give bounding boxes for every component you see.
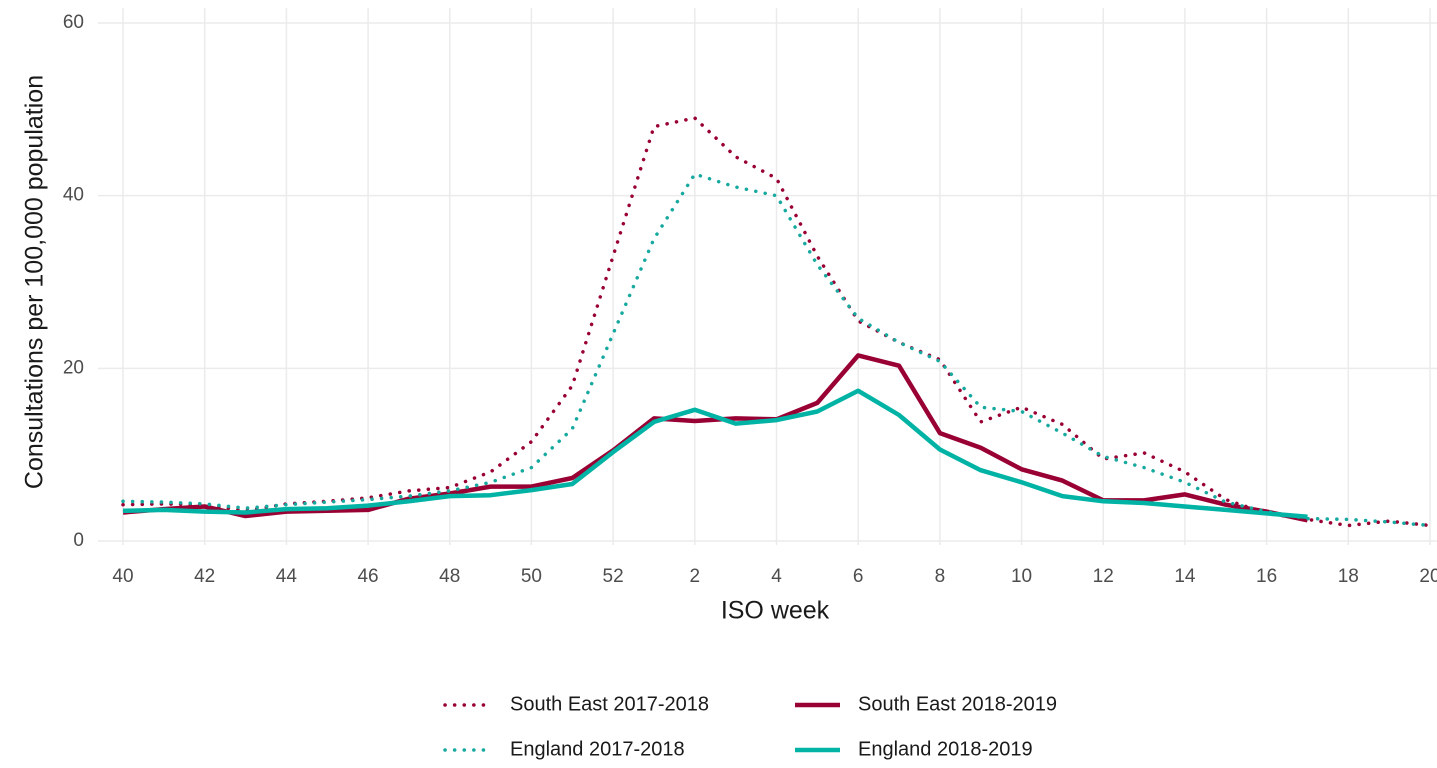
series-line — [122, 353, 1308, 523]
x-tick-label: 2 — [690, 566, 701, 587]
x-tick-label: 44 — [276, 566, 298, 587]
legend-label: South East 2018-2019 — [858, 693, 1057, 715]
x-axis-title: ISO week — [721, 597, 830, 625]
x-tick-label: 10 — [1011, 566, 1032, 587]
x-tick-label: 50 — [521, 566, 542, 587]
x-tick-label: 14 — [1174, 566, 1196, 587]
series-line — [121, 116, 1432, 528]
legend-label: South East 2017-2018 — [510, 693, 709, 715]
x-tick-label: 4 — [771, 566, 782, 587]
x-tick-label: 48 — [439, 566, 460, 587]
x-tick-label: 40 — [112, 566, 133, 587]
y-tick-label: 40 — [63, 185, 84, 206]
x-tick-label: 52 — [603, 566, 624, 587]
x-tick-label: 16 — [1256, 566, 1277, 587]
legend-label: England 2017-2018 — [510, 738, 685, 760]
x-tick-label: 18 — [1338, 566, 1359, 587]
x-tick-label: 46 — [357, 566, 378, 587]
x-tick-label: 20 — [1419, 566, 1437, 587]
legend-label: England 2018-2019 — [858, 738, 1033, 760]
x-tick-label: 6 — [853, 566, 864, 587]
x-tick-label: 12 — [1093, 566, 1114, 587]
y-tick-label: 20 — [63, 357, 84, 378]
y-axis-title: Consultations per 100,000 population — [21, 75, 49, 489]
series-line — [122, 388, 1308, 520]
x-tick-label: 8 — [935, 566, 946, 587]
y-tick-label: 60 — [63, 12, 84, 33]
y-tick-label: 0 — [73, 530, 84, 551]
x-tick-label: 42 — [194, 566, 215, 587]
